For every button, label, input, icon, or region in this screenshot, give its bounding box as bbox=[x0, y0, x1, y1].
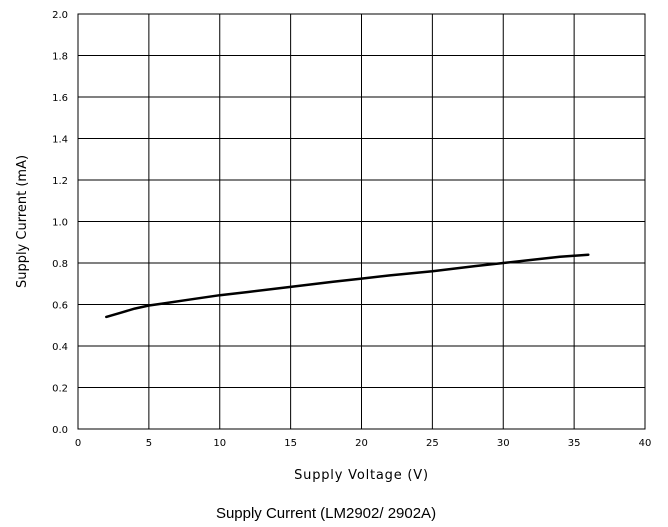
y-tick-label: 0.6 bbox=[52, 301, 68, 312]
y-tick-label: 2.0 bbox=[52, 10, 68, 21]
x-tick-label: 5 bbox=[146, 438, 152, 449]
x-tick-label: 15 bbox=[284, 438, 297, 449]
x-axis-ticks: 0 5 10 15 20 25 30 35 40 bbox=[75, 438, 652, 449]
x-tick-label: 0 bbox=[75, 438, 81, 449]
y-axis-ticks: 0.0 0.2 0.4 0.6 0.8 1.0 1.2 1.4 1.6 1.8 2.0 bbox=[52, 10, 68, 436]
x-tick-label: 40 bbox=[639, 438, 652, 449]
series-line-supply-current bbox=[105, 253, 590, 319]
y-axis-label: Supply Current (mA) bbox=[15, 155, 30, 288]
y-tick-label: 1.0 bbox=[52, 218, 68, 229]
x-axis-label: Supply Voltage (V) bbox=[294, 468, 429, 483]
y-tick-label: 0.8 bbox=[52, 259, 68, 270]
x-tick-label: 10 bbox=[213, 438, 226, 449]
x-tick-label: 20 bbox=[355, 438, 368, 449]
y-tick-label: 1.6 bbox=[52, 93, 68, 104]
grid-lines bbox=[78, 14, 645, 429]
y-tick-label: 0.2 bbox=[52, 384, 68, 395]
x-tick-label: 30 bbox=[497, 438, 510, 449]
x-tick-label: 35 bbox=[568, 438, 581, 449]
y-tick-label: 0.4 bbox=[52, 342, 68, 353]
x-tick-label: 25 bbox=[426, 438, 439, 449]
y-tick-label: 1.8 bbox=[52, 52, 68, 63]
y-tick-label: 0.0 bbox=[52, 425, 68, 436]
y-tick-label: 1.4 bbox=[52, 135, 68, 146]
chart-caption: Supply Current (LM2902/ 2902A) bbox=[216, 505, 436, 522]
y-tick-label: 1.2 bbox=[52, 176, 68, 187]
plot-frame bbox=[77, 13, 646, 430]
